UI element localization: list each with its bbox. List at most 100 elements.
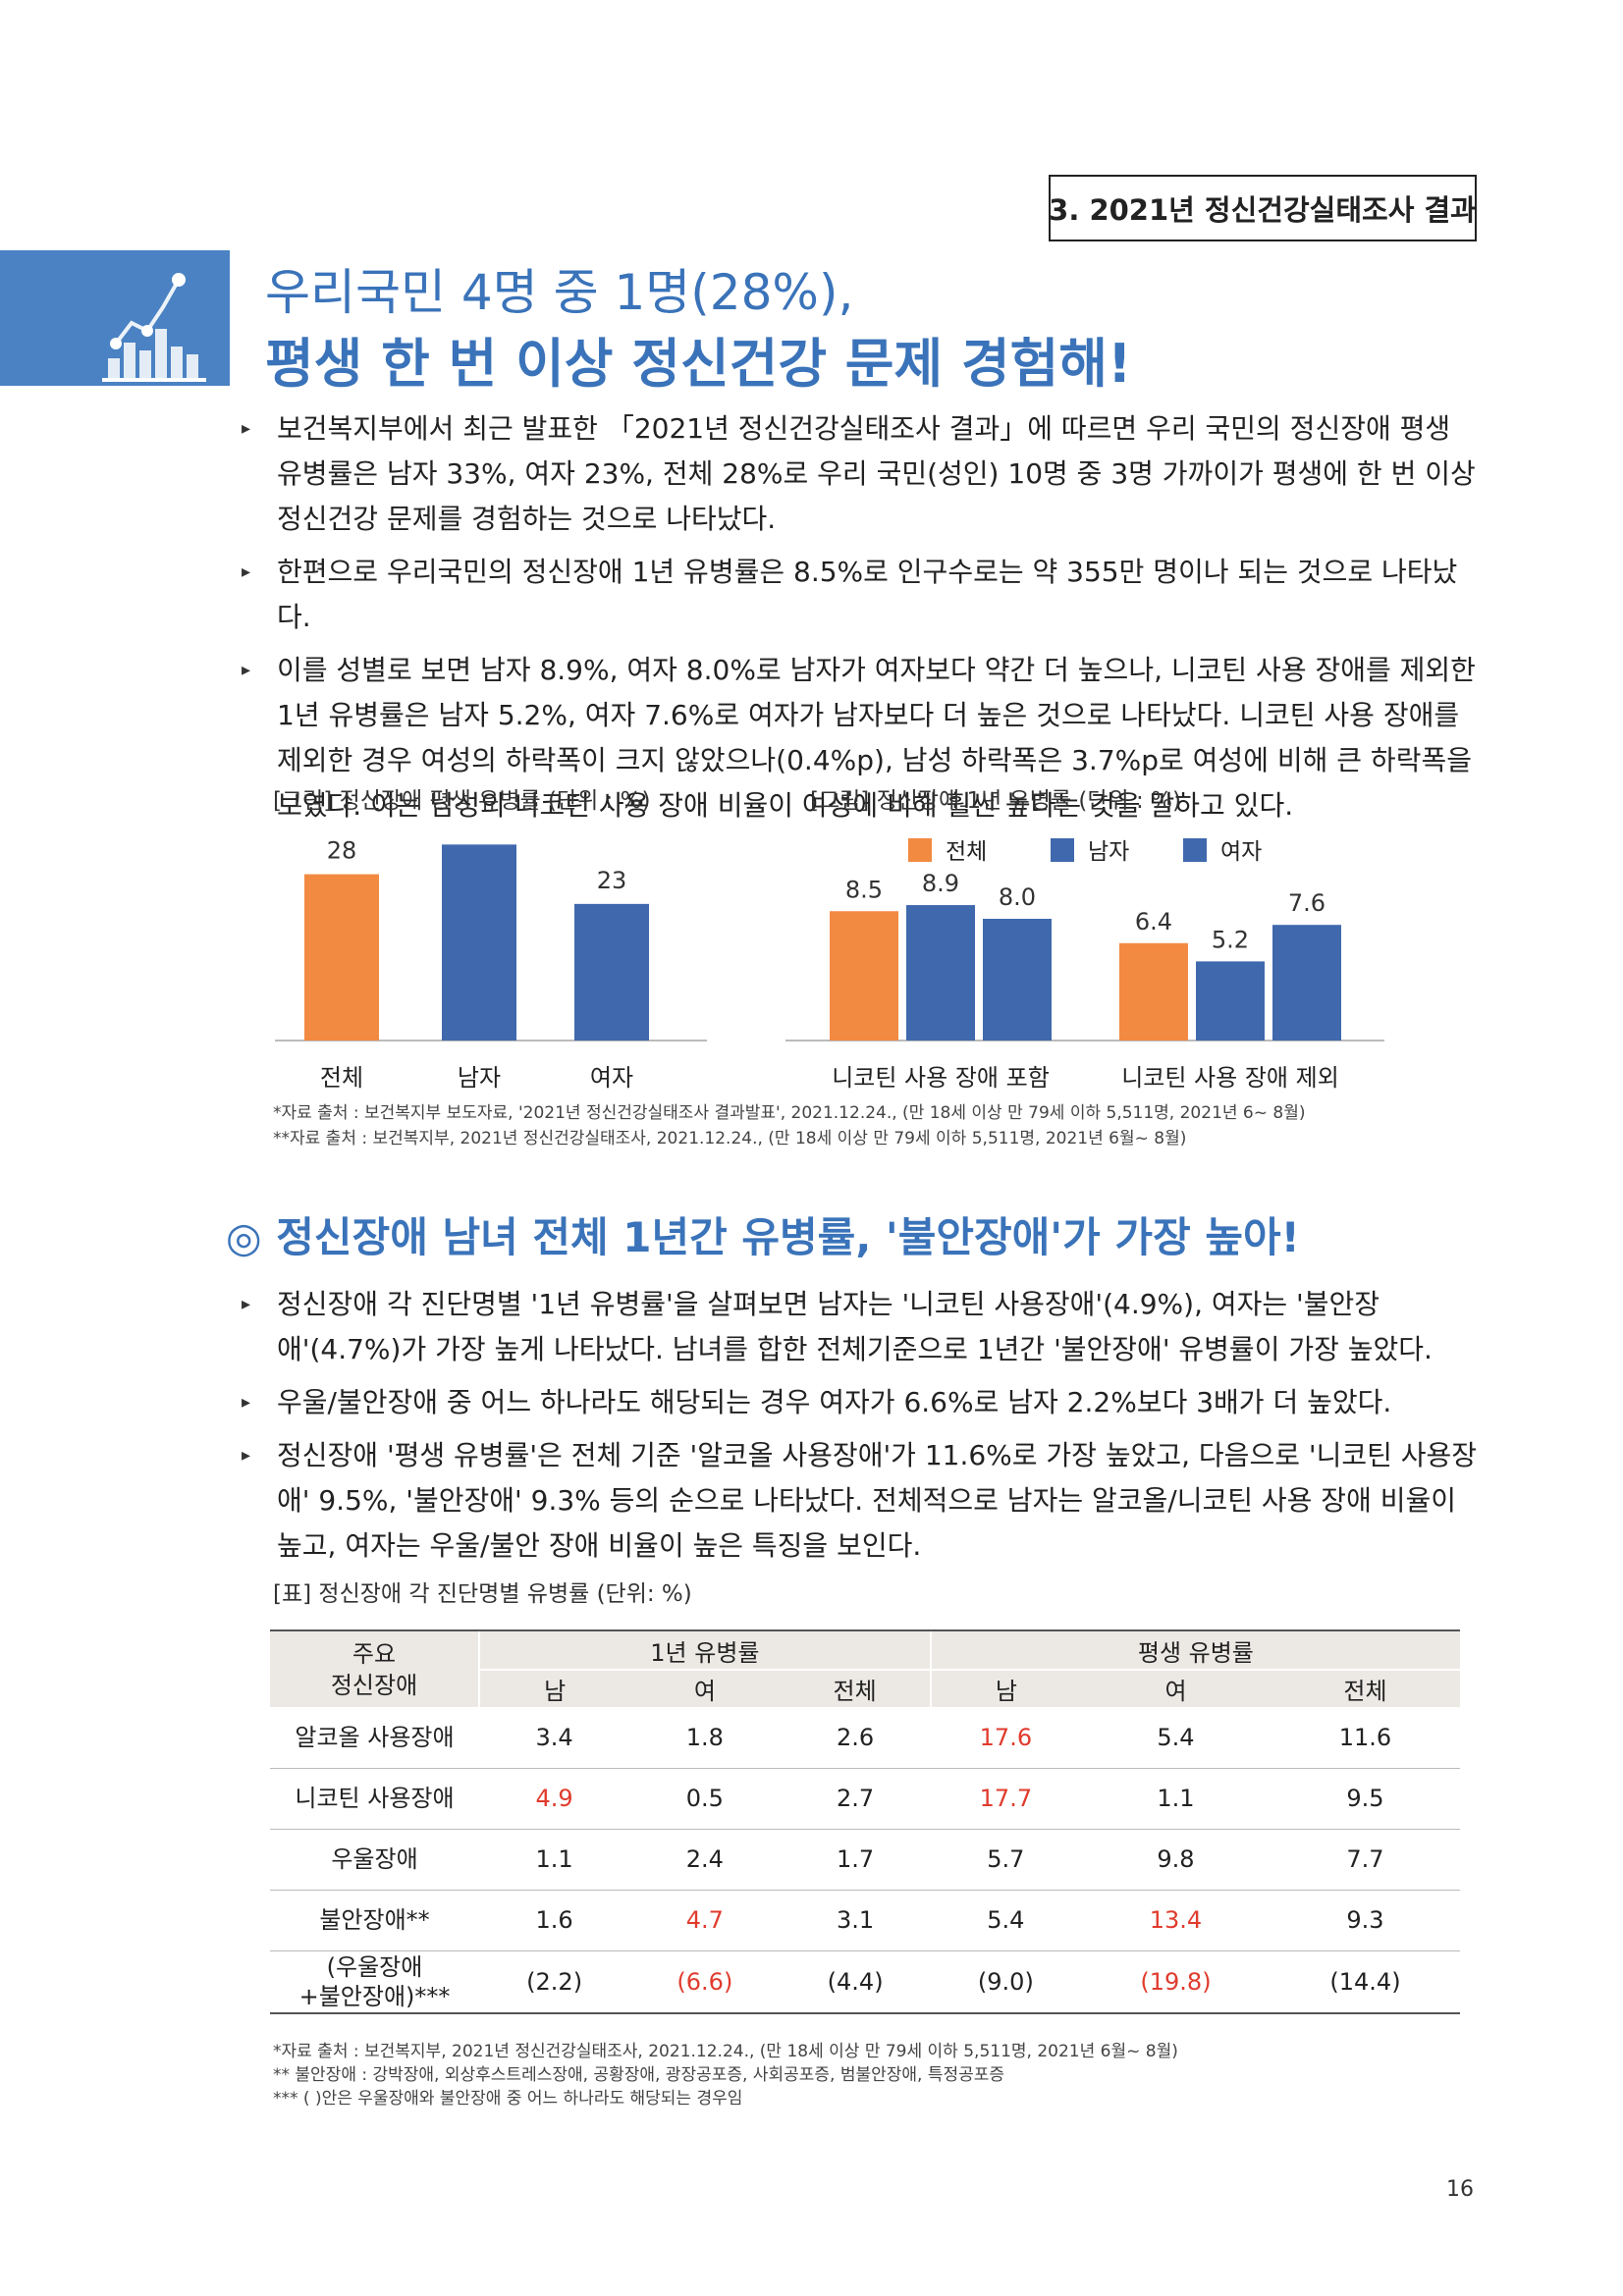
intro-bullet: ▸ 한편으로 우리국민의 정신장애 1년 유병률은 8.5%로 인구수로는 약 … [242, 550, 1479, 640]
table-cell: 1.1 [479, 1829, 630, 1891]
table-sub-header: 남 [929, 1669, 1081, 1707]
annual-prevalence-chart: 전체 남자 여자 8.5 8.9 8.0 니코틴 사용 장애 포함 6.4 5.2 7.6 니코틴 … [785, 838, 1384, 1092]
section2-bullet: ▸ 정신장애 각 진단명별 '1년 유병률'을 살펴보면 남자는 '니코틴 사용… [242, 1282, 1479, 1372]
intro-bullet-text: 보건복지부에서 최근 발표한 「2021년 정신건강실태조사 결과」에 따르면 … [277, 412, 1476, 535]
table-row-label: 우울장애 [270, 1829, 479, 1891]
section2-bullet-text: 우울/불안장애 중 어느 하나라도 해당되는 경우 여자가 6.6%로 남자 2… [277, 1386, 1392, 1418]
table-cell: 2.6 [780, 1707, 931, 1769]
table-cell: 5.4 [930, 1890, 1081, 1951]
lifetime-prevalence-chart: 28전체33남자23여자 [275, 834, 707, 1092]
table-cell: (19.8) [1081, 1950, 1271, 2014]
legend-swatch [1051, 838, 1074, 862]
table-sub-header: 남 [477, 1669, 630, 1707]
section2-symbol-icon: ◎ [226, 1213, 262, 1261]
chart-data-label: 8.0 [999, 883, 1036, 911]
table-group-header: 1년 유병률 [478, 1629, 931, 1670]
section-icon-block [0, 250, 230, 386]
chart-bar [304, 874, 379, 1041]
table-cell: (4.4) [780, 1950, 931, 2014]
table-row-label: 알코올 사용장애 [270, 1707, 479, 1769]
table-row: 알코올 사용장애 3.4 1.8 2.6 17.6 5.4 11.6 [270, 1707, 1460, 1769]
table-row: 불안장애** 1.6 4.7 3.1 5.4 13.4 9.3 [270, 1890, 1460, 1951]
table-cell: (6.6) [629, 1950, 781, 2014]
chart-bar [1196, 961, 1265, 1041]
chart-data-label: 23 [597, 867, 627, 894]
bullet-marker-icon: ▸ [242, 1445, 251, 1466]
chart-category-label: 니코틴 사용 장애 제외 [1121, 1064, 1339, 1092]
chart-caption-annual: [그림] 정신장애 1년 유병률 (단위 : %) [810, 788, 1181, 814]
table-sub-header: 여 [629, 1669, 781, 1707]
table-cell: (9.0) [930, 1950, 1081, 2014]
chart-bar [1119, 942, 1188, 1041]
section2-heading: ◎ 정신장애 남녀 전체 1년간 유병률, '불안장애'가 가장 높아! [226, 1204, 1300, 1264]
section2-bullets: ▸ 정신장애 각 진단명별 '1년 유병률'을 살펴보면 남자는 '니코틴 사용… [242, 1282, 1479, 1569]
section2-bullet: ▸ 우울/불안장애 중 어느 하나라도 해당되는 경우 여자가 6.6%로 남자… [242, 1380, 1479, 1425]
section-label: 3. 2021년 정신건강실태조사 결과 [1049, 175, 1477, 241]
table-row-label: 니코틴 사용장애 [270, 1768, 479, 1830]
table-cell: 5.4 [1081, 1707, 1271, 1769]
legend-swatch [1183, 838, 1207, 862]
page-title-line1: 우리국민 4명 중 1명(28%), [265, 264, 854, 321]
intro-bullet-text: 한편으로 우리국민의 정신장애 1년 유병률은 8.5%로 인구수로는 약 35… [277, 556, 1458, 633]
legend-label: 여자 [1220, 839, 1262, 865]
table-cell: 0.5 [629, 1768, 781, 1830]
table-cell: 9.3 [1270, 1890, 1460, 1951]
table-sub-header: 여 [1081, 1669, 1271, 1707]
chart-bar [983, 919, 1052, 1041]
table-cell: 1.8 [629, 1707, 781, 1769]
section2-bullet: ▸ 정신장애 '평생 유병률'은 전체 기준 '알코올 사용장애'가 11.6%… [242, 1433, 1479, 1569]
prevalence-table: 주요 정신장애 1년 유병률 평생 유병률 남 여 전체 남 여 전체 알코올 … [270, 1629, 1460, 2014]
intro-bullet-text: 이를 성별로 보면 남자 8.9%, 여자 8.0%로 남자가 여자보다 약간 … [277, 654, 1476, 822]
chart-category-label: 전체 [320, 1064, 363, 1092]
table-cell: 4.9 [479, 1768, 630, 1830]
chart-data-label: 5.2 [1212, 926, 1249, 953]
table-cell: (14.4) [1270, 1950, 1460, 2014]
table-row-label: 불안장애** [270, 1890, 479, 1951]
chart-bar [830, 911, 898, 1041]
table-cell: 9.8 [1081, 1829, 1271, 1891]
legend-label: 남자 [1088, 839, 1129, 865]
section2-bullet-text: 정신장애 '평생 유병률'은 전체 기준 '알코올 사용장애'가 11.6%로 … [277, 1439, 1478, 1562]
intro-bullet: ▸ 이를 성별로 보면 남자 8.9%, 여자 8.0%로 남자가 여자보다 약… [242, 648, 1479, 828]
section2-bullet-text: 정신장애 각 진단명별 '1년 유병률'을 살펴보면 남자는 '니코틴 사용장애… [277, 1288, 1433, 1365]
chart-bar [574, 903, 649, 1041]
table-row: 우울장애 1.1 2.4 1.7 5.7 9.8 7.7 [270, 1829, 1460, 1891]
intro-bullets: ▸ 보건복지부에서 최근 발표한 「2021년 정신건강실태조사 결과」에 따르… [242, 406, 1479, 828]
bullet-marker-icon: ▸ [242, 418, 251, 439]
table-cell: 9.5 [1270, 1768, 1460, 1830]
intro-bullet: ▸ 보건복지부에서 최근 발표한 「2021년 정신건강실태조사 결과」에 따르… [242, 406, 1479, 542]
table-cell: 13.4 [1081, 1890, 1271, 1951]
chart-bar [442, 844, 516, 1041]
table-cell: 5.7 [930, 1829, 1081, 1891]
table-cell: 1.1 [1081, 1768, 1271, 1830]
table-row: 니코틴 사용장애 4.9 0.5 2.7 17.7 1.1 9.5 [270, 1768, 1460, 1830]
table-cell: 1.6 [479, 1890, 630, 1951]
bullet-marker-icon: ▸ [242, 561, 251, 582]
legend-label: 전체 [946, 839, 987, 865]
table-note-2: ** 불안장애 : 강박장애, 외상후스트레스장애, 공황장애, 광장공포증, … [273, 2065, 1005, 2085]
table-cell: 2.4 [629, 1829, 781, 1891]
bullet-marker-icon: ▸ [242, 1294, 251, 1314]
table-cell: 17.6 [930, 1707, 1081, 1769]
prevalence-table-wrap: 주요 정신장애 1년 유병률 평생 유병률 남 여 전체 남 여 전체 알코올 … [270, 1629, 1460, 2014]
page-title-line2: 평생 한 번 이상 정신건강 문제 경험해! [265, 333, 1132, 395]
chart-category-label: 남자 [458, 1064, 501, 1092]
chart-bar [906, 905, 975, 1041]
chart-caption-lifetime: [그림] 정신장애 평생 유병률 (단위 : %) [273, 788, 651, 814]
table-row: (우울장애 +불안장애)*** (2.2) (6.6) (4.4) (9.0) (19.8… [270, 1950, 1460, 2014]
table-cell: 3.4 [479, 1707, 630, 1769]
bullet-marker-icon: ▸ [242, 660, 251, 680]
table-cell: 11.6 [1270, 1707, 1460, 1769]
table-note-3: *** ( )안은 우울장애와 불안장애 중 어느 하나라도 해당되는 경우임 [273, 2089, 743, 2109]
table-cell: 4.7 [629, 1890, 781, 1951]
table-cell: 7.7 [1270, 1829, 1460, 1891]
legend-swatch [908, 838, 932, 862]
table-caption: [표] 정신장애 각 진단명별 유병률 (단위: %) [273, 1581, 692, 1607]
chart-data-label: 8.9 [922, 870, 959, 897]
chart-data-label: 6.4 [1135, 908, 1172, 935]
chart-icon [102, 273, 206, 382]
chart-source-2: **자료 출처 : 보건복지부, 2021년 정신건강실태조사, 2021.12… [273, 1129, 1187, 1148]
chart-bar [1272, 925, 1341, 1041]
table-sub-header: 전체 [1270, 1669, 1460, 1707]
table-row-label: (우울장애 +불안장애)*** [270, 1950, 479, 2014]
